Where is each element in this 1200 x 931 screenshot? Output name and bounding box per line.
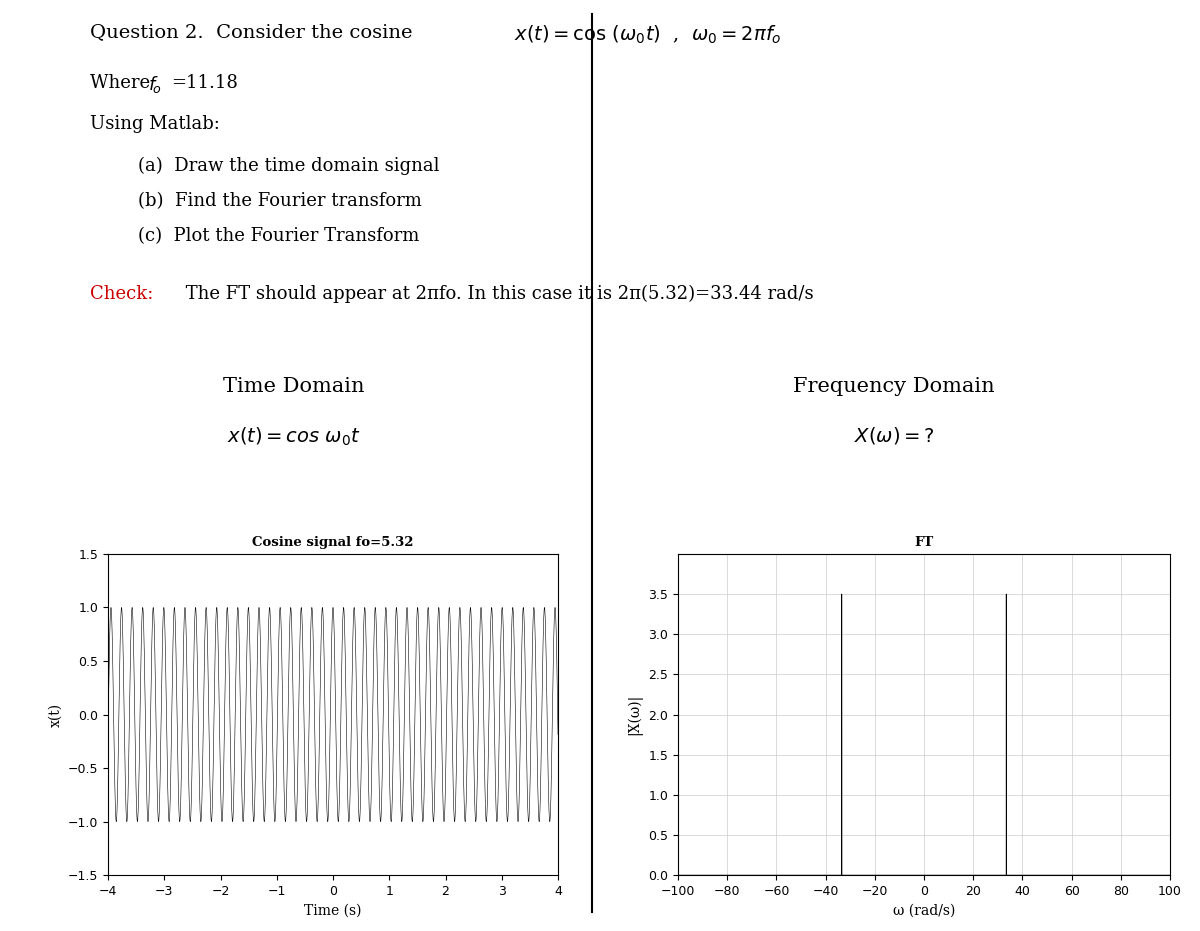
Title: Cosine signal fo=5.32: Cosine signal fo=5.32	[252, 535, 414, 548]
Text: (a)  Draw the time domain signal: (a) Draw the time domain signal	[138, 156, 439, 175]
Text: $x(t) = \cos\,(\omega_0 t)$  ,  $\omega_0 = 2\pi f_o$: $x(t) = \cos\,(\omega_0 t)$ , $\omega_0 …	[514, 23, 782, 46]
X-axis label: Time (s): Time (s)	[305, 903, 361, 917]
Text: Frequency Domain: Frequency Domain	[793, 377, 995, 396]
Text: $X(\omega) =?$: $X(\omega) =?$	[853, 425, 935, 447]
Title: FT: FT	[914, 535, 934, 548]
Text: The FT should appear at 2πfo. In this case it is 2π(5.32)=33.44 rad/s: The FT should appear at 2πfo. In this ca…	[180, 285, 814, 304]
Text: Check:: Check:	[90, 285, 154, 303]
Text: Where: Where	[90, 74, 156, 92]
X-axis label: ω (rad/s): ω (rad/s)	[893, 903, 955, 917]
Text: (b)  Find the Fourier transform: (b) Find the Fourier transform	[138, 192, 422, 209]
Y-axis label: x(t): x(t)	[48, 703, 62, 726]
Text: Using Matlab:: Using Matlab:	[90, 115, 220, 133]
Text: (c)  Plot the Fourier Transform: (c) Plot the Fourier Transform	[138, 227, 419, 245]
Text: $f_{\!o}$: $f_{\!o}$	[148, 74, 161, 96]
Y-axis label: |X(ω)|: |X(ω)|	[628, 694, 643, 735]
Text: Time Domain: Time Domain	[223, 377, 365, 396]
Text: =11.18: =11.18	[172, 74, 239, 92]
Text: Question 2.  Consider the cosine: Question 2. Consider the cosine	[90, 23, 413, 41]
Text: $x(t) = cos\ \omega_0 t$: $x(t) = cos\ \omega_0 t$	[227, 425, 361, 448]
